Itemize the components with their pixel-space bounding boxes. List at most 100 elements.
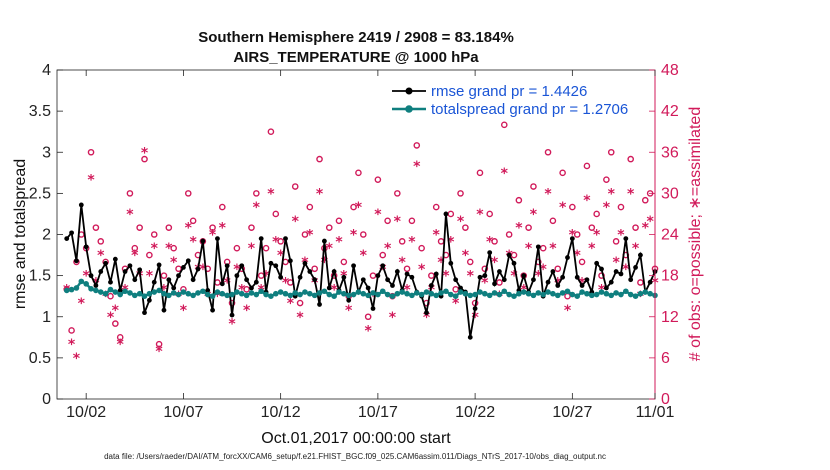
totalspread-point <box>598 289 605 295</box>
obs-assimilated-point: * <box>345 303 353 319</box>
obs-assimilated-point: * <box>583 193 591 209</box>
totalspread-point <box>263 291 269 298</box>
rmse-point <box>569 236 575 242</box>
obs-assimilated-point: * <box>452 296 460 312</box>
obs-assimilated-point: * <box>588 241 596 257</box>
obs-assimilated-point: * <box>632 241 640 257</box>
rmse-point <box>472 306 478 311</box>
obs-assimilated-point: * <box>316 186 324 202</box>
totalspread-point <box>516 290 522 297</box>
obs-possible-point <box>500 121 508 129</box>
totalspread-point <box>394 290 401 297</box>
obs-possible-point <box>228 299 236 307</box>
obs-possible-point <box>418 244 425 252</box>
totalspread-point <box>131 292 138 299</box>
rmse-point <box>394 269 400 274</box>
rmse-point <box>297 274 303 280</box>
rmse-point <box>341 274 347 280</box>
rmse-point <box>224 263 230 269</box>
obs-assimilated-point: * <box>413 159 421 175</box>
obs-assimilated-point: * <box>335 234 343 250</box>
totalspread-point <box>520 289 527 295</box>
totalspread-point <box>83 281 89 287</box>
obs-assimilated-point: * <box>277 248 285 264</box>
obs-assimilated-point: * <box>399 255 407 271</box>
rmse-point <box>443 211 449 217</box>
obs-possible-point <box>87 148 95 156</box>
obs-assimilated-point: * <box>87 173 95 189</box>
totalspread-point <box>379 288 386 295</box>
rmse-point <box>623 236 629 242</box>
rmse-point <box>613 269 619 274</box>
legend-marker-1 <box>405 105 413 113</box>
y-axis-label: rmse and totalspread <box>12 159 29 309</box>
rmse-point <box>458 285 463 291</box>
obs-assimilated-point: * <box>165 241 173 257</box>
obs-assimilated-point: * <box>185 221 193 237</box>
obs-possible-point <box>476 169 484 177</box>
obs-assimilated-point: * <box>83 269 91 285</box>
x-tick-label: 10/07 <box>163 404 203 421</box>
rmse-point <box>467 334 473 340</box>
rmse-point <box>385 277 391 283</box>
rmse-point <box>122 269 128 274</box>
obs-assimilated-point: * <box>379 262 387 278</box>
rmse-point <box>166 277 172 283</box>
obs-assimilated-point: * <box>467 269 475 285</box>
obs-possible-point <box>131 244 139 252</box>
rmse-point <box>185 258 191 264</box>
rmse-point <box>511 260 517 266</box>
obs-possible-point <box>539 244 547 252</box>
obs-assimilated-point: * <box>622 262 630 278</box>
rmse-point <box>560 274 566 280</box>
obs-assimilated-point: * <box>457 214 465 230</box>
obs-assimilated-point: * <box>471 310 479 326</box>
obs-assimilated-point: * <box>155 344 163 360</box>
obs-possible-point <box>617 203 625 211</box>
totalspread-point <box>219 290 226 297</box>
rmse-point <box>390 283 395 288</box>
rmse-point <box>195 266 201 272</box>
obs-assimilated-point: * <box>282 275 290 291</box>
obs-possible-point <box>141 155 148 163</box>
chart-marks: ****************************************… <box>63 121 659 367</box>
rmse-point <box>594 260 600 266</box>
obs-assimilated-point: * <box>510 269 518 285</box>
rmse-point <box>88 273 94 279</box>
totalspread-point <box>350 291 357 298</box>
totalspread-point <box>277 289 284 295</box>
obs-possible-point <box>525 224 532 231</box>
rmse-point <box>365 285 371 291</box>
totalspread-point <box>214 289 221 295</box>
totalspread-point <box>234 289 240 295</box>
totalspread-point <box>559 290 566 296</box>
totalspread-point <box>647 290 653 297</box>
rmse-point <box>64 236 70 242</box>
obs-possible-point <box>379 251 387 259</box>
totalspread-point <box>307 290 313 297</box>
rmse-point <box>239 263 245 269</box>
obs-assimilated-point: * <box>306 228 314 244</box>
x-tick-label: 10/17 <box>358 404 398 421</box>
totalspread-point <box>554 292 561 299</box>
obs-assimilated-point: * <box>272 234 280 250</box>
y-tick-label: 0.5 <box>29 350 51 367</box>
obs-possible-point <box>403 265 411 273</box>
rmse-point <box>521 273 527 279</box>
rmse-point <box>93 283 99 288</box>
obs-assimilated-point: * <box>544 186 552 202</box>
rmse-point <box>492 281 497 287</box>
rmse-point <box>98 269 104 274</box>
obs-assimilated-point: * <box>442 269 450 285</box>
totalspread-point <box>511 293 517 299</box>
obs-possible-point <box>364 313 372 321</box>
totalspread-point <box>73 285 80 291</box>
rmse-point <box>156 262 162 268</box>
obs-assimilated-point: * <box>355 200 363 216</box>
obs-possible-point <box>97 238 105 245</box>
rmse-point <box>176 273 181 279</box>
totalspread-point <box>238 290 245 297</box>
rmse-point <box>424 310 429 316</box>
totalspread-point <box>579 289 585 295</box>
y-tick-label: 1.5 <box>29 268 51 285</box>
